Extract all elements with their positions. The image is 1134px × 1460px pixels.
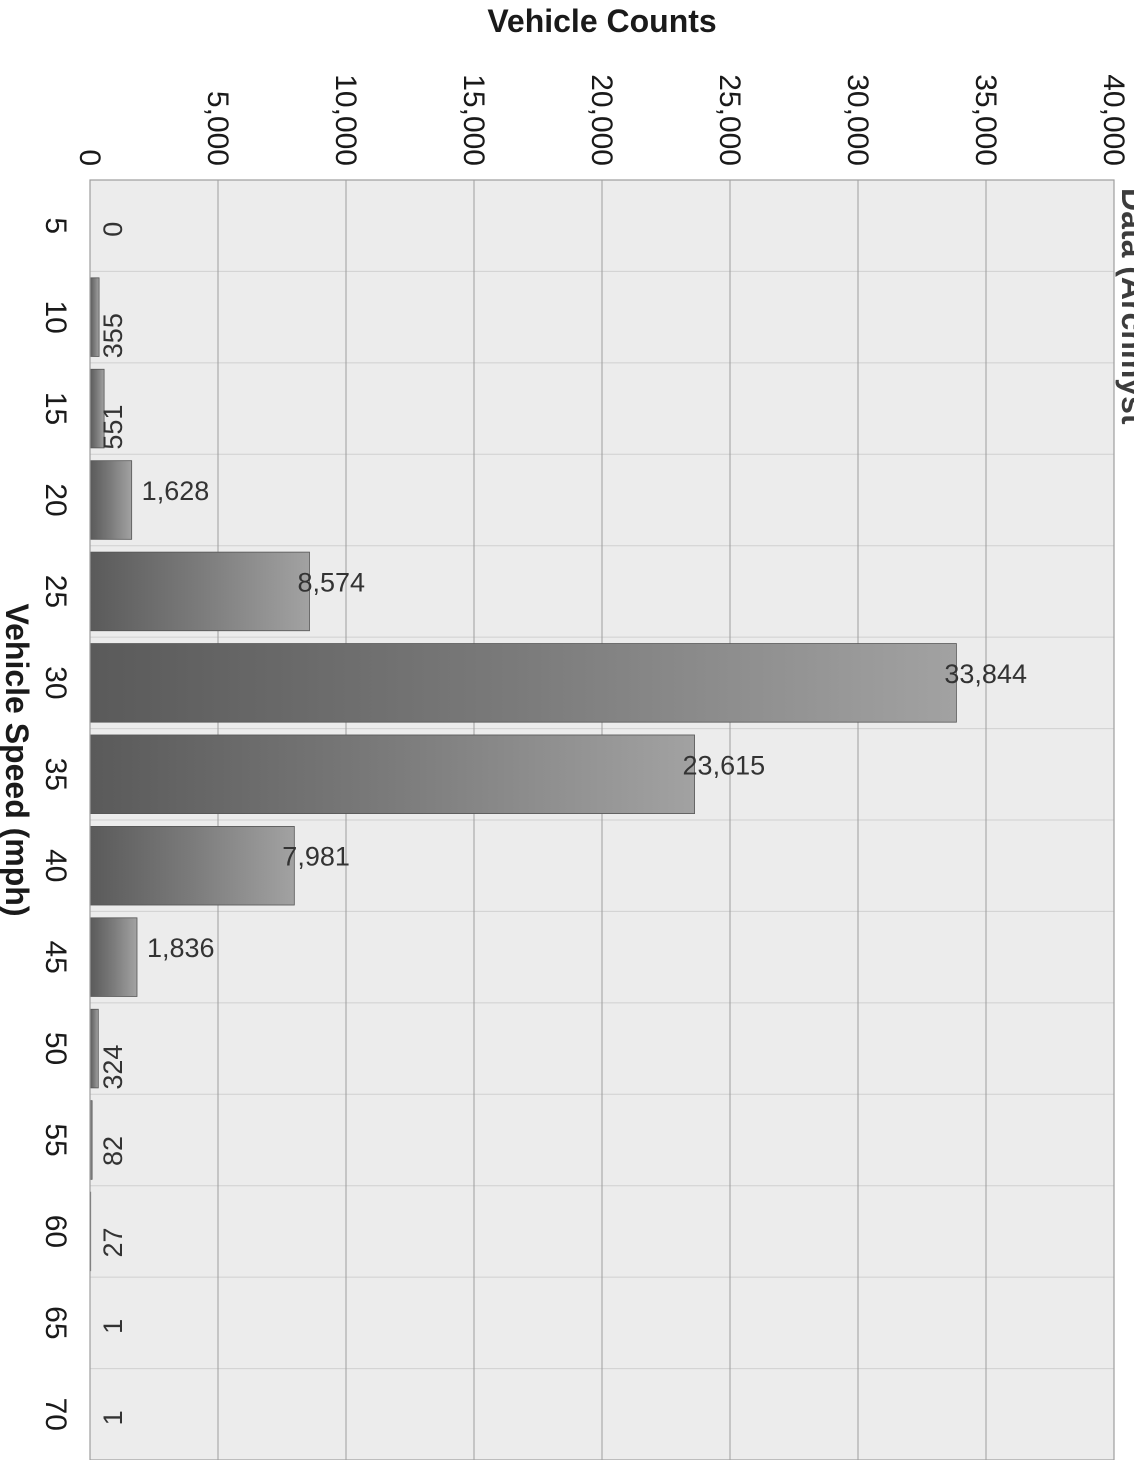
value-tick-label: 35,000 [969,74,1002,166]
category-tick-label: 35 [39,758,72,791]
category-axis-title: Vehicle Speed (mph) [0,604,35,917]
category-tick-label: 65 [39,1306,72,1339]
value-tick-label: 5,000 [201,91,234,166]
bar-data-label: 324 [98,1045,128,1090]
bar [89,551,310,632]
value-axis-title: Vehicle Counts [487,3,716,39]
value-tick-label: 30,000 [841,74,874,166]
category-tick-label: 50 [39,1032,72,1065]
bar-data-label: 33,844 [944,659,1027,689]
category-tick-label: 60 [39,1215,72,1248]
category-tick-label: 15 [39,392,72,425]
bar [89,826,295,906]
bar-data-label: 1,628 [142,476,210,506]
bar-data-label: 551 [98,405,128,450]
bar-data-label: 0 [98,222,128,237]
value-tick-label: 40,000 [1097,74,1130,166]
value-tick-label: 0 [73,149,106,166]
bar-data-label: 8,574 [297,567,365,597]
bar-data-label: 1,836 [147,933,215,963]
value-axis-ticks: 0 5,000 10,000 15,000 20,000 25,000 30,000 35,0… [73,74,1130,166]
category-tick-label: 5 [39,217,72,234]
bar-data-label: 27 [98,1227,128,1257]
bar [89,917,138,997]
bar-data-label: 23,615 [683,750,766,780]
bar-data-label: 1 [98,1410,128,1425]
category-axis-ticks: 5 10 15 20 25 30 35 40 45 50 55 60 65 70 [39,217,72,1431]
data-labels: 0 355 551 1,628 8,574 33,844 23,615 7,981 1,836 3… [98,222,1027,1426]
chart-title-fragment: Data (Archmyst [1115,188,1134,425]
value-tick-label: 20,000 [585,74,618,166]
category-tick-label: 10 [39,300,72,333]
bar-data-label: 82 [98,1136,128,1166]
value-tick-label: 15,000 [457,74,490,166]
value-tick-label: 10,000 [329,74,362,166]
bar-data-label: 355 [98,313,128,358]
bar-data-label: 1 [98,1319,128,1334]
category-tick-label: 20 [39,483,72,516]
category-tick-label: 70 [39,1398,72,1431]
plot-border [89,179,1115,1460]
category-tick-label: 40 [39,849,72,882]
bars [89,277,957,1455]
bar [89,643,957,723]
category-tick-label: 55 [39,1123,72,1156]
value-tick-label: 25,000 [713,74,746,166]
bar [89,460,133,540]
category-tick-label: 25 [39,575,72,608]
bar-data-label: 7,981 [282,842,350,872]
chart-frame: 03555511,6288,57433,84423,6157,9811,8363… [0,3,1134,1460]
category-tick-label: 30 [39,666,72,699]
bar [89,734,695,815]
category-tick-label: 45 [39,940,72,973]
